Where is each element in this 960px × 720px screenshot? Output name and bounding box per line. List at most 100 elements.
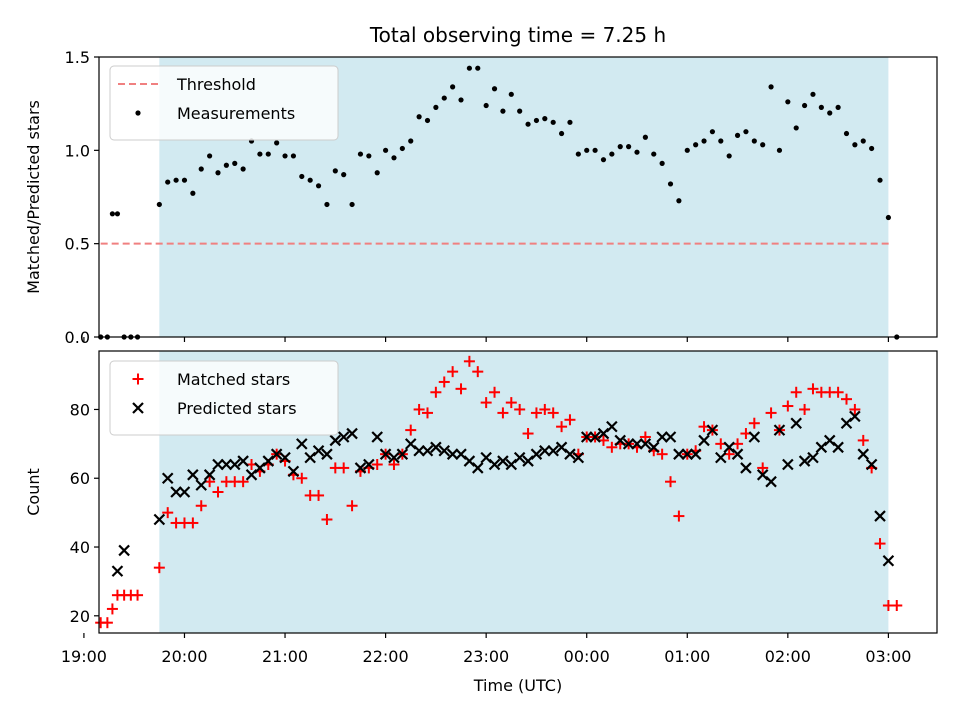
bottom-predicted-stars-point-b — [111, 565, 124, 577]
top-measurements-point — [416, 114, 422, 120]
bottom-matched-stars-point — [530, 407, 542, 419]
top-measurements-point — [877, 177, 883, 183]
bottom-matched-stars-point — [413, 403, 425, 415]
bottom-matched-stars-point — [639, 431, 651, 443]
xtick-label: 21:00 — [262, 647, 308, 666]
bottom-matched-stars-point — [388, 458, 400, 470]
top-measurements-point — [433, 104, 439, 110]
bottom-predicted-stars-point — [446, 448, 459, 460]
top-measurements-point — [617, 144, 623, 150]
bottom-matched-stars-point — [891, 599, 903, 611]
top-measurements-point — [751, 138, 757, 144]
bottom-predicted-stars-point — [337, 431, 350, 443]
bottom-predicted-stars-point-b — [731, 448, 744, 460]
bottom-predicted-stars-point — [363, 458, 375, 471]
bottom-predicted-stars-point-b — [647, 441, 660, 454]
bottom-predicted-stars-point-b — [337, 431, 350, 443]
bottom-predicted-stars-point — [279, 451, 291, 464]
bottom-predicted-stars-point — [161, 472, 174, 485]
top-legend-frame — [109, 65, 339, 141]
bottom-predicted-stars-point-b — [270, 448, 283, 460]
top-legend-label: Threshold — [176, 75, 256, 94]
bottom-matched-stars-point — [447, 366, 459, 378]
top-measurements-point — [776, 147, 783, 153]
top-measurements-point — [491, 86, 498, 92]
bottom-predicted-stars-point-b — [170, 486, 182, 498]
top-measurements-point — [232, 160, 238, 166]
bottom-predicted-stars-point — [212, 458, 224, 471]
top-measurements-point — [198, 166, 204, 172]
top-measurements-point — [793, 125, 799, 131]
bottom-matched-stars-point — [790, 386, 802, 398]
bottom-predicted-stars-point — [220, 458, 233, 471]
bottom-matched-stars-point — [807, 383, 819, 395]
bottom-predicted-stars-point — [539, 444, 551, 457]
bottom-legend-label: Matched stars — [177, 370, 290, 389]
bottom-matched-stars-point — [799, 403, 811, 415]
bottom-ytick-label: 80 — [70, 400, 90, 419]
bottom-predicted-stars-point — [798, 455, 811, 467]
top-measurements-point — [408, 138, 414, 144]
top-legend-swatch — [135, 110, 141, 116]
bottom-predicted-stars-point — [471, 462, 484, 474]
bottom-matched-stars-point — [849, 403, 861, 415]
bottom-predicted-stars-point-b — [430, 441, 442, 454]
bottom-predicted-stars-point — [438, 444, 451, 457]
top-legend-label: Measurements — [177, 104, 295, 123]
bottom-matched-stars-point — [489, 386, 501, 398]
bottom-matched-stars-point — [606, 441, 618, 453]
bottom-predicted-stars-point-b — [689, 448, 702, 460]
bottom-predicted-stars-point — [731, 448, 744, 460]
bottom-predicted-stars-point-b — [798, 455, 811, 467]
bottom-matched-stars-point — [153, 562, 165, 574]
top-measurements-point — [391, 155, 397, 161]
bottom-predicted-stars-point — [606, 420, 618, 433]
bottom-matched-stars-point — [132, 589, 144, 601]
bottom-matched-stars-point — [522, 428, 534, 440]
top-measurements-point — [274, 140, 280, 146]
bottom-predicted-stars-point — [111, 565, 124, 577]
top-measurements-point — [626, 144, 632, 150]
bottom-predicted-stars-point — [237, 455, 249, 467]
top-measurements-point — [693, 142, 699, 148]
bottom-predicted-stars-point — [698, 434, 710, 447]
bottom-predicted-stars-point — [513, 451, 526, 464]
bottom-predicted-stars-point-b — [807, 451, 819, 464]
top-measurements-point — [701, 138, 707, 144]
bottom-predicted-stars-point-b — [589, 431, 601, 443]
top-measurements-point — [517, 108, 523, 114]
bottom-predicted-stars-point-b — [513, 451, 526, 464]
bottom-predicted-stars-point — [589, 431, 601, 443]
bottom-predicted-stars-point-b — [698, 434, 710, 447]
bottom-predicted-stars-point — [748, 431, 761, 443]
top-measurements-point — [592, 147, 598, 153]
top-measurements-point — [718, 138, 724, 144]
bottom-predicted-stars-point — [656, 431, 668, 443]
top-measurements-point — [567, 119, 573, 125]
bottom-predicted-stars-point-b — [404, 438, 417, 450]
top-measurements-point — [299, 173, 305, 180]
top-measurements-point — [223, 162, 229, 168]
top-measurements-point — [600, 157, 607, 163]
bottom-predicted-stars-point-b — [631, 438, 643, 450]
bottom-predicted-stars-point — [178, 486, 191, 498]
bottom-predicted-stars-point-b — [455, 448, 467, 460]
top-measurements-point — [743, 129, 749, 135]
top-measurements-point — [558, 130, 565, 137]
bottom-predicted-stars-point-b — [681, 448, 694, 460]
top-measurements-point — [349, 201, 355, 208]
top-measurements-point — [109, 211, 116, 217]
bottom-matched-stars-point — [539, 403, 551, 415]
bottom-matched-stars-point — [765, 407, 777, 419]
bottom-matched-stars-point — [665, 476, 677, 488]
bottom-matched-stars-point — [497, 407, 509, 419]
bottom-predicted-stars-point-b — [622, 438, 635, 450]
top-measurements-point — [642, 134, 648, 140]
bottom-predicted-stars-point — [572, 451, 585, 464]
bottom-predicted-stars-point — [547, 444, 559, 457]
bottom-predicted-stars-point-b — [849, 410, 861, 423]
bottom-matched-stars-point — [748, 417, 760, 429]
top-measurements-point — [584, 147, 590, 153]
top-measurements-point — [651, 151, 657, 157]
bottom-matched-stars-point — [463, 355, 475, 367]
